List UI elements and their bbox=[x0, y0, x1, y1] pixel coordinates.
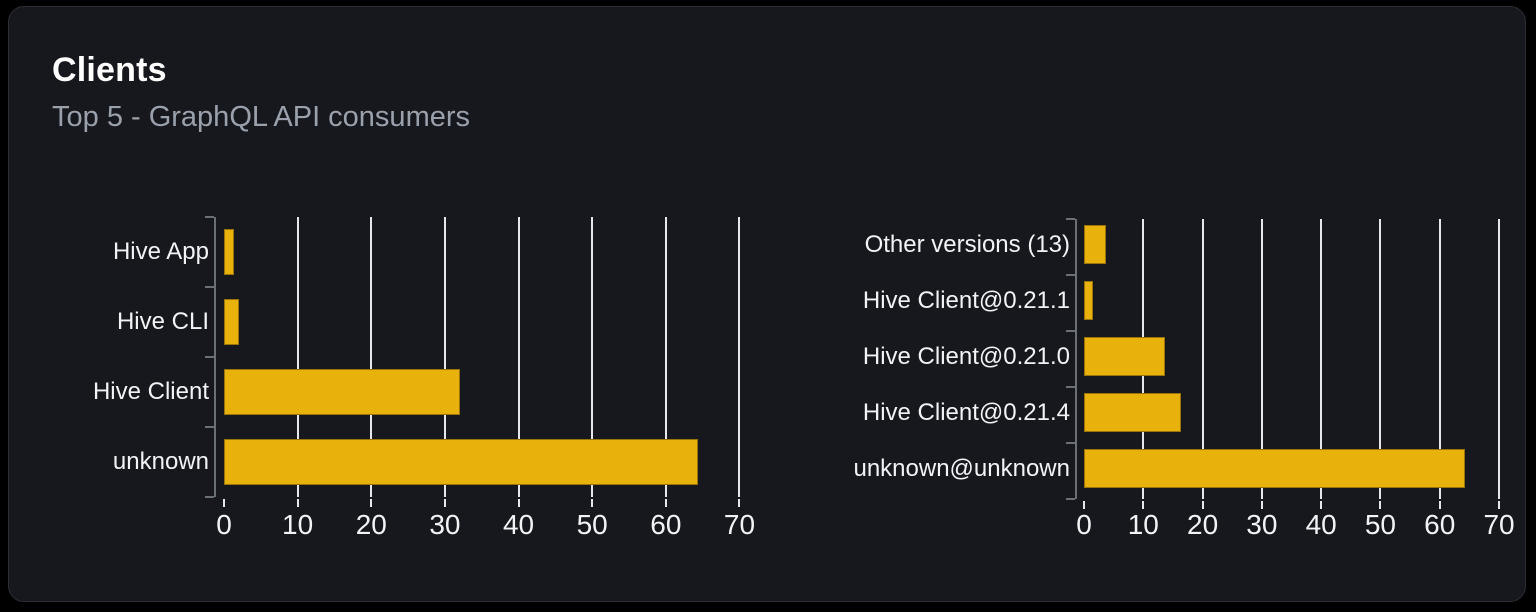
x-axis-tick bbox=[443, 499, 446, 507]
bar bbox=[1084, 393, 1182, 432]
y-axis-tick bbox=[1066, 330, 1075, 332]
category-label: Other versions (13) bbox=[864, 230, 1070, 258]
category-label: Hive Client@0.21.0 bbox=[862, 342, 1070, 370]
bar bbox=[1084, 337, 1165, 376]
x-axis-tick bbox=[1260, 501, 1263, 509]
y-axis-tick bbox=[1066, 442, 1075, 444]
x-tick-label: 20 bbox=[355, 509, 387, 540]
gridline bbox=[1201, 219, 1204, 499]
x-tick-label: 50 bbox=[576, 509, 608, 540]
category-label: unknown@unknown bbox=[853, 454, 1070, 482]
y-axis-line bbox=[214, 217, 216, 497]
x-tick-label: 30 bbox=[1246, 509, 1278, 540]
x-axis-tick bbox=[1201, 501, 1204, 509]
category-label: Hive Client@0.21.4 bbox=[862, 398, 1070, 426]
gridline bbox=[1438, 219, 1441, 499]
x-tick-label: 40 bbox=[1305, 509, 1337, 540]
category-label: Hive App bbox=[112, 238, 209, 265]
bar bbox=[224, 369, 461, 415]
gridline bbox=[517, 217, 520, 497]
bar bbox=[224, 299, 239, 345]
clients-card: Clients Top 5 - GraphQL API consumers 0 1… bbox=[8, 6, 1526, 602]
gridline bbox=[591, 217, 594, 497]
gridline bbox=[664, 217, 667, 497]
x-axis-tick bbox=[517, 499, 520, 507]
card-title: Clients bbox=[52, 51, 167, 89]
x-axis-tick bbox=[1379, 501, 1382, 509]
y-axis-tick bbox=[205, 286, 214, 288]
y-axis-tick bbox=[1066, 498, 1075, 500]
x-tick-label: 30 bbox=[429, 509, 461, 540]
x-axis-tick bbox=[1142, 501, 1145, 509]
x-tick-label: 20 bbox=[1187, 509, 1219, 540]
y-axis-tick bbox=[1066, 386, 1075, 388]
bar bbox=[1084, 281, 1093, 320]
x-axis-tick bbox=[1438, 501, 1441, 509]
y-axis-tick bbox=[205, 426, 214, 428]
x-axis-tick bbox=[1498, 501, 1501, 509]
category-label: Hive CLI bbox=[116, 308, 209, 335]
x-axis-tick bbox=[223, 499, 225, 507]
gridline bbox=[370, 217, 373, 497]
y-axis-tick bbox=[205, 356, 214, 358]
x-tick-label: 40 bbox=[502, 509, 535, 540]
x-axis-tick bbox=[1320, 501, 1323, 509]
x-tick-label: 70 bbox=[723, 509, 756, 540]
clients-by-version-chart: 0 10 20 30 40 50 60 70 Other versions (13) Hive C… bbox=[9, 7, 1525, 601]
x-tick-label: 50 bbox=[1364, 509, 1397, 540]
bar bbox=[1084, 225, 1106, 264]
x-tick-label: 0 bbox=[1076, 509, 1092, 540]
bar bbox=[224, 439, 699, 485]
gridline bbox=[1260, 219, 1263, 499]
category-label: Hive Client@0.21.1 bbox=[862, 286, 1070, 314]
x-tick-label: 60 bbox=[650, 509, 682, 540]
x-tick-label: 60 bbox=[1424, 509, 1456, 540]
gridline bbox=[738, 217, 741, 497]
x-axis-tick bbox=[370, 499, 373, 507]
clients-by-name-chart: 0 10 20 30 40 50 60 70 Hive App Hive CLI Hive Clie… bbox=[9, 7, 1525, 601]
x-axis-tick bbox=[296, 499, 299, 507]
gridline bbox=[1320, 219, 1323, 499]
gridline bbox=[1498, 219, 1501, 499]
card-subtitle: Top 5 - GraphQL API consumers bbox=[52, 101, 471, 133]
y-axis-line bbox=[1075, 219, 1077, 499]
x-tick-label: 10 bbox=[282, 509, 314, 540]
y-axis-tick bbox=[1066, 274, 1075, 276]
x-tick-label: 0 bbox=[216, 509, 232, 540]
gridline bbox=[443, 217, 446, 497]
bar bbox=[224, 229, 235, 275]
x-axis-tick bbox=[738, 499, 741, 507]
gridline bbox=[1379, 219, 1382, 499]
x-axis-tick bbox=[664, 499, 667, 507]
x-axis-tick bbox=[1083, 501, 1085, 509]
bar bbox=[1084, 449, 1466, 488]
y-axis-tick bbox=[205, 216, 214, 218]
category-label: Hive Client bbox=[92, 378, 209, 405]
x-axis-tick bbox=[591, 499, 594, 507]
x-tick-label: 10 bbox=[1127, 509, 1159, 540]
category-label: unknown bbox=[112, 448, 209, 475]
x-tick-label: 70 bbox=[1483, 509, 1515, 540]
y-axis-tick bbox=[1066, 218, 1075, 220]
gridline bbox=[296, 217, 299, 497]
y-axis-tick bbox=[205, 496, 214, 498]
